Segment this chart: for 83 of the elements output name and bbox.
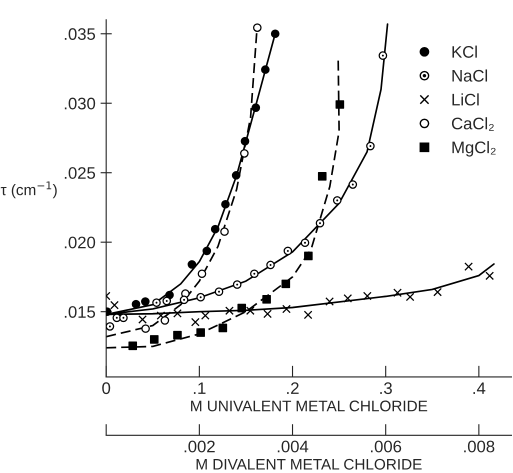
point (202, 246, 212, 256)
point (150, 335, 159, 344)
point (348, 180, 358, 189)
point (393, 288, 402, 298)
y-tick-label: .035 (64, 28, 96, 40)
point (210, 224, 220, 234)
point (191, 318, 200, 326)
point (214, 287, 224, 296)
x2-tick-label: .006 (370, 440, 402, 452)
point (253, 23, 262, 32)
point (232, 280, 242, 289)
y-tick-label: .030 (64, 98, 96, 110)
point (304, 310, 312, 320)
y-axis-title: τ (cm$^{−1}$) (0, 181, 57, 198)
point (240, 136, 250, 146)
point (173, 330, 182, 340)
legend-label: KCl (452, 46, 477, 58)
point (198, 269, 206, 278)
point (282, 304, 291, 314)
point (464, 262, 473, 271)
point (225, 306, 234, 315)
point (284, 246, 292, 256)
x-tick-label: .4 (473, 382, 486, 394)
point (316, 218, 324, 228)
point (106, 322, 114, 331)
point (180, 296, 188, 304)
point (237, 304, 246, 312)
point (240, 149, 249, 158)
point (318, 172, 327, 181)
point (221, 200, 230, 209)
point (160, 316, 170, 325)
point (141, 324, 150, 333)
point (138, 315, 147, 324)
point (325, 297, 334, 306)
x2-tick-label: .008 (464, 440, 494, 452)
legend-label: MgCl₂ (452, 141, 496, 157)
point (263, 310, 272, 318)
point (173, 309, 182, 318)
point (261, 65, 270, 74)
x-axis-title: M UNIVALENT METAL CHLORIDE (191, 400, 428, 412)
point (218, 324, 228, 332)
point (336, 100, 344, 109)
point (246, 306, 255, 315)
point (366, 142, 375, 150)
point (162, 296, 172, 306)
legend-label: NaCl (452, 69, 488, 82)
point (262, 295, 271, 304)
point (196, 328, 205, 337)
point (110, 300, 119, 310)
point (266, 260, 275, 270)
point (363, 292, 372, 300)
point (304, 252, 313, 260)
x-tick-label: .1 (194, 382, 206, 394)
point (343, 294, 352, 303)
point (252, 103, 260, 112)
x-tick-label: .3 (380, 382, 392, 394)
point (141, 297, 150, 306)
point (485, 272, 494, 280)
point (378, 51, 388, 60)
point (282, 280, 290, 288)
point (300, 238, 310, 248)
point (156, 311, 166, 320)
point (201, 311, 210, 320)
y-tick-label: .015 (64, 306, 96, 318)
point (232, 171, 240, 180)
y-tick-label: .025 (64, 167, 96, 179)
x-tick-label: .2 (287, 382, 299, 394)
point (152, 298, 161, 307)
point (406, 292, 414, 302)
point (132, 300, 140, 308)
legend-label: LiCl (452, 93, 479, 106)
x-tick-label: 0 (102, 382, 110, 394)
point (433, 288, 442, 296)
point (220, 227, 229, 236)
point (128, 342, 138, 350)
point (196, 292, 205, 302)
x2-tick-label: .002 (184, 440, 215, 452)
legend-label: CaCl₂ (452, 117, 494, 131)
x2-axis-title: M DIVALENT METAL CHLORIDE (196, 458, 422, 470)
point (188, 260, 196, 269)
point (270, 29, 280, 38)
y-tick-label: .020 (64, 236, 96, 248)
x2-tick-label: .004 (278, 440, 308, 452)
